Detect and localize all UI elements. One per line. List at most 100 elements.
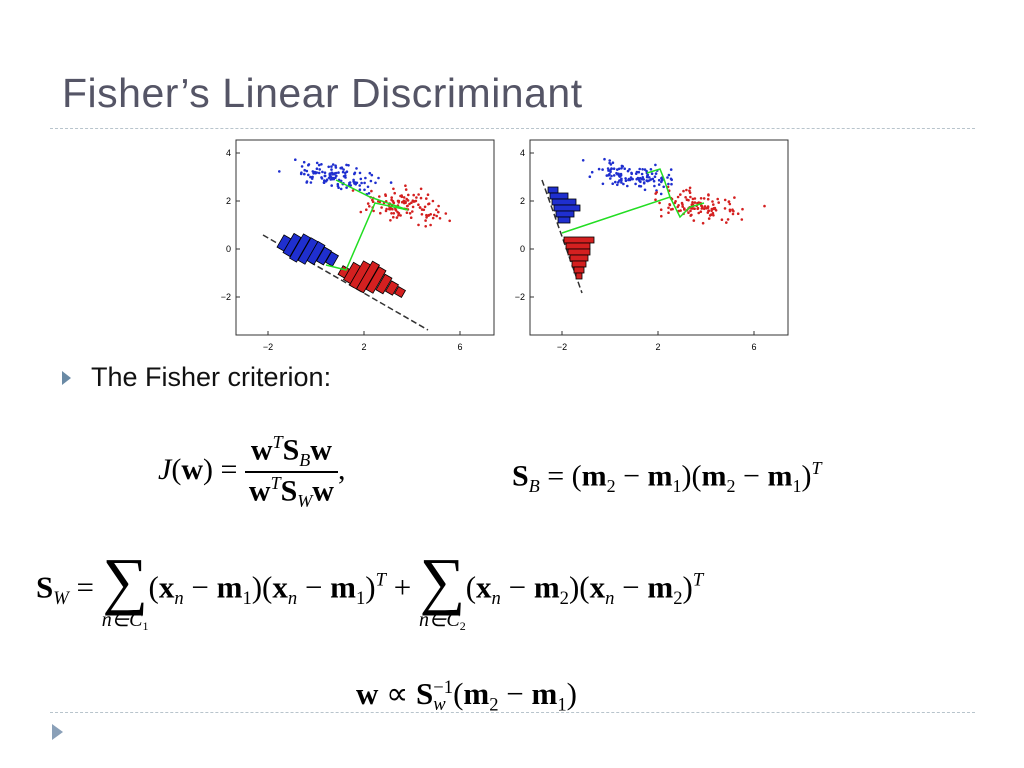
class2-point [673, 201, 677, 205]
class1-point [360, 181, 363, 185]
class2-point [693, 201, 697, 204]
class1-point [347, 164, 350, 167]
class1-point [653, 184, 656, 188]
class1-point [630, 172, 633, 176]
class2-point [424, 219, 427, 222]
class2-point [714, 209, 718, 212]
class1-point [323, 171, 327, 174]
class2-point [706, 197, 710, 201]
class2-point [723, 207, 727, 210]
class1-point [348, 181, 352, 184]
class2-point [420, 213, 424, 216]
class2-point [689, 214, 692, 217]
class2-point [703, 205, 707, 208]
class1-point [305, 169, 309, 173]
class1-point [305, 180, 309, 183]
class2-point [720, 218, 724, 221]
class2-point [379, 211, 382, 215]
class2-point [414, 199, 418, 203]
class2-point [726, 218, 730, 221]
class1-point [660, 180, 663, 184]
class1-point [670, 182, 673, 186]
class1-point [611, 161, 615, 164]
class1-point [294, 158, 297, 161]
class2-point [725, 221, 728, 224]
bullet-text: The Fisher criterion: [91, 362, 332, 392]
class1-point [620, 167, 623, 170]
class2-point [402, 196, 406, 199]
class2-point [400, 195, 404, 199]
class1-point [341, 170, 345, 174]
class2-point [660, 214, 663, 218]
class1-point [588, 175, 592, 178]
class1-point [358, 184, 361, 187]
class2-point [432, 213, 436, 217]
class2-point [411, 199, 415, 202]
class2-point [412, 193, 415, 197]
class2-point [397, 214, 400, 217]
class2-point [395, 216, 399, 219]
class1-point [336, 184, 340, 188]
class2-point [392, 215, 395, 219]
y-tick-label: 0 [226, 244, 231, 254]
class1-point [332, 172, 335, 176]
class2-point [397, 199, 401, 203]
x-tick-label: 2 [655, 342, 660, 352]
class2-point [723, 198, 727, 202]
class1-point [309, 175, 312, 179]
class1-point [329, 175, 332, 179]
class1-point [657, 183, 661, 186]
class2-point [671, 207, 674, 211]
class1-point [634, 182, 637, 186]
class2-point [380, 206, 383, 209]
class1-point [611, 182, 614, 185]
class2-point [425, 216, 428, 219]
class2-point [710, 207, 714, 211]
class2-point [667, 211, 670, 214]
class2-point [424, 225, 427, 228]
class1-point [610, 174, 613, 178]
class2-point [687, 211, 690, 214]
class1-point [363, 181, 366, 185]
class1-point [355, 167, 358, 170]
class2-point [409, 216, 413, 219]
class2-point [679, 209, 682, 212]
plot-left-axes: −2 2 6 4 2 0 −2 [221, 148, 463, 352]
class1-point [321, 170, 324, 174]
class2-point [425, 213, 428, 217]
class1-point [322, 181, 326, 184]
class2-point [693, 197, 697, 200]
y-tick-label: 0 [520, 244, 525, 254]
class1-point [330, 168, 333, 171]
class1-point [332, 177, 335, 180]
class2-point [429, 223, 432, 227]
next-slide-arrow-icon[interactable] [52, 724, 63, 740]
class2-point [405, 197, 408, 201]
class2-point [682, 189, 685, 193]
class1-point [331, 163, 335, 166]
class1-point [309, 181, 313, 184]
x-tick-label: 2 [361, 342, 366, 352]
class2-point [425, 197, 428, 200]
equation-fisher-criterion: J(w) = wTSBw wTSWw, [158, 432, 346, 511]
class1-point [606, 167, 610, 170]
class2-point [384, 194, 387, 197]
class1-point [628, 168, 631, 171]
class2-point [658, 201, 661, 205]
class2-point [711, 200, 714, 203]
class2-point [701, 221, 705, 225]
class2-point [683, 208, 686, 211]
class1-point [609, 170, 612, 174]
class1-point [318, 168, 321, 171]
class1-point [342, 168, 345, 171]
class1-point [315, 167, 319, 170]
class2-point [736, 212, 740, 215]
class1-point [657, 178, 661, 182]
class2-point [420, 208, 424, 211]
class1-point [601, 168, 604, 171]
class2-point [711, 211, 715, 215]
class2-point [692, 219, 696, 222]
class1-point [624, 179, 628, 182]
class2-point [407, 193, 410, 197]
class1-point [654, 172, 658, 175]
